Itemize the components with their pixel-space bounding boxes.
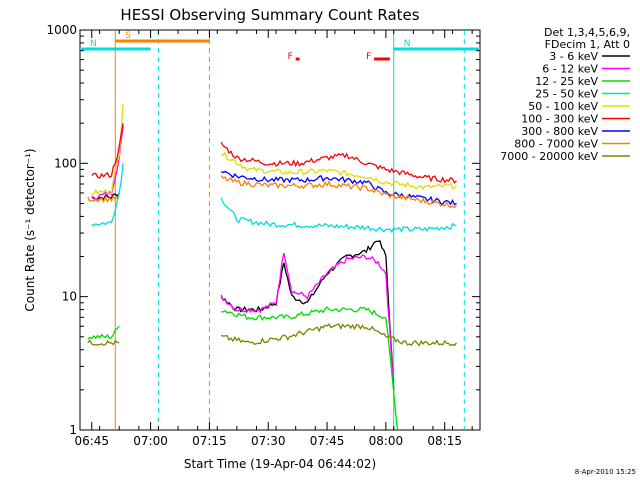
legend-header: Det 1,3,4,5,6,9, xyxy=(544,26,630,39)
y-tick-label: 1 xyxy=(69,423,77,437)
series-line xyxy=(220,197,457,234)
series-line xyxy=(220,323,458,347)
series-line xyxy=(91,126,124,201)
legend-entry: 7000 - 20000 keV xyxy=(500,150,598,163)
marker-lines xyxy=(114,30,465,430)
flag-label: F xyxy=(288,52,293,62)
series-line xyxy=(87,194,120,204)
flag-bars: S N N F F xyxy=(80,31,480,62)
legend-entry: 50 - 100 keV xyxy=(528,100,598,113)
series-line xyxy=(87,325,120,340)
series-line xyxy=(221,306,399,431)
series-line xyxy=(87,339,120,346)
legend-entry: 100 - 300 keV xyxy=(521,113,598,126)
legend-entry: 300 - 800 keV xyxy=(521,125,598,138)
series-line xyxy=(91,103,124,195)
legend-entry: 25 - 50 keV xyxy=(535,88,598,101)
legend-entry: 12 - 25 keV xyxy=(535,75,598,88)
x-tick-label: 06:45 xyxy=(74,434,109,448)
legend: Det 1,3,4,5,6,9,FDecim 1, Att 03 - 6 keV… xyxy=(500,26,630,163)
series-line xyxy=(221,151,457,190)
legend-entry: 800 - 7000 keV xyxy=(514,138,598,151)
series-line xyxy=(220,253,395,390)
flag-label: N xyxy=(90,39,97,49)
x-tick-label: 07:45 xyxy=(310,434,345,448)
y-tick-label: 1000 xyxy=(46,23,77,37)
plot-area: S N N F F 1 10 100 1000 06:45 07:00 07:15 07:30 07:… xyxy=(46,23,481,448)
legend-entry: 3 - 6 keV xyxy=(549,50,598,63)
x-axis-label: Start Time (19-Apr-04 06:44:02) xyxy=(184,457,376,471)
series-line xyxy=(220,141,457,184)
y-axis-ticks: 1 10 100 1000 xyxy=(46,23,480,437)
chart-title: HESSI Observing Summary Count Rates xyxy=(120,6,419,24)
x-tick-label: 07:30 xyxy=(251,434,286,448)
x-tick-label: 07:15 xyxy=(192,434,227,448)
plot-frame xyxy=(79,29,481,431)
legend-entry: 6 - 12 keV xyxy=(542,63,598,76)
y-tick-label: 10 xyxy=(62,290,77,304)
y-axis-label: Count Rate (s⁻¹ detector⁻¹) xyxy=(23,148,37,311)
series-line xyxy=(220,170,457,206)
series-line xyxy=(220,240,395,390)
flag-label: S xyxy=(125,31,131,41)
flag-label: N xyxy=(404,39,411,49)
y-tick-label: 100 xyxy=(54,156,77,170)
x-tick-label: 08:15 xyxy=(427,434,462,448)
x-tick-label: 07:00 xyxy=(133,434,168,448)
series-line xyxy=(220,175,457,209)
flag-label: F xyxy=(366,52,371,62)
x-axis-ticks: 06:45 07:00 07:15 07:30 07:45 08:00 08:15 xyxy=(74,30,473,448)
series-line xyxy=(91,123,124,179)
data-series xyxy=(87,103,458,431)
x-tick-label: 08:00 xyxy=(369,434,404,448)
legend-header: FDecim 1, Att 0 xyxy=(545,38,630,51)
footer-date: 8-Apr-2010 15:25 xyxy=(575,468,636,476)
